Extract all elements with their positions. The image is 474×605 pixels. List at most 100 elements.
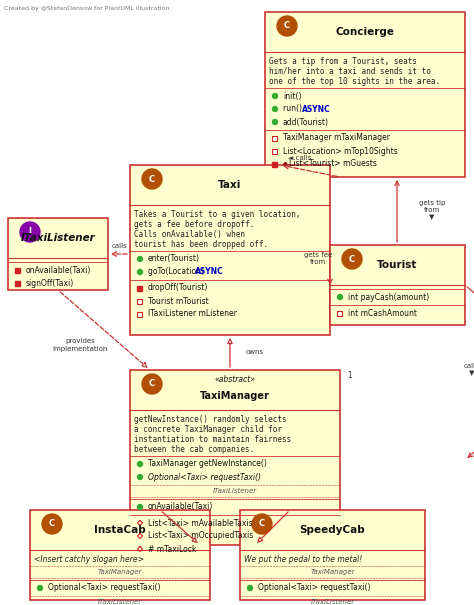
Text: ITaxiListener mListener: ITaxiListener mListener	[148, 310, 237, 318]
Text: Optional<Taxi> requestTaxi(): Optional<Taxi> requestTaxi()	[258, 583, 371, 592]
Text: int mCashAmount: int mCashAmount	[348, 309, 417, 318]
Text: gets tip
from
▼: gets tip from ▼	[419, 200, 445, 220]
Text: Takes a Tourist to a given location,: Takes a Tourist to a given location,	[134, 210, 301, 219]
Circle shape	[252, 514, 272, 534]
Text: TaxiManager: TaxiManager	[200, 391, 270, 401]
Text: calls: calls	[112, 243, 128, 249]
Circle shape	[247, 586, 253, 590]
Circle shape	[273, 94, 277, 99]
Text: getNewInstance() randomly selects: getNewInstance() randomly selects	[134, 415, 287, 424]
Circle shape	[137, 269, 143, 275]
Circle shape	[337, 295, 343, 299]
Text: List<Taxi> mAvailableTaxis: List<Taxi> mAvailableTaxis	[148, 518, 253, 528]
Circle shape	[42, 514, 62, 534]
Text: TaxiManager getNewInstance(): TaxiManager getNewInstance()	[148, 460, 267, 468]
Circle shape	[137, 257, 143, 261]
Text: I: I	[28, 227, 31, 237]
Circle shape	[137, 474, 143, 480]
Text: ITaxiListener: ITaxiListener	[98, 599, 142, 605]
Text: int payCash(amount): int payCash(amount)	[348, 292, 429, 301]
Text: gets fee
from: gets fee from	[304, 252, 332, 264]
Text: signOff(Taxi): signOff(Taxi)	[26, 278, 74, 287]
Text: SpeedyCab: SpeedyCab	[300, 525, 365, 535]
Text: ITaxiListener: ITaxiListener	[310, 599, 355, 605]
Circle shape	[137, 505, 143, 509]
FancyBboxPatch shape	[130, 165, 330, 335]
Circle shape	[20, 222, 40, 242]
Text: ◄ calls: ◄ calls	[288, 155, 312, 161]
FancyBboxPatch shape	[330, 245, 465, 325]
Circle shape	[37, 586, 43, 590]
Circle shape	[137, 462, 143, 466]
Text: C: C	[349, 255, 355, 264]
Text: «abstract»: «abstract»	[215, 376, 255, 385]
Text: between the cab companies.: between the cab companies.	[134, 445, 254, 454]
Text: run(): run()	[283, 105, 304, 114]
Text: 1: 1	[347, 370, 352, 379]
Text: ITaxiListener: ITaxiListener	[213, 488, 257, 494]
Text: one of the top 10 sights in the area.: one of the top 10 sights in the area.	[269, 77, 440, 86]
FancyBboxPatch shape	[240, 510, 425, 600]
Text: ASYNC: ASYNC	[302, 105, 330, 114]
Text: Optional<Taxi> requestTaxi(): Optional<Taxi> requestTaxi()	[48, 583, 161, 592]
Text: TaxiManager mTaxiManager: TaxiManager mTaxiManager	[283, 134, 390, 143]
Text: owns: owns	[246, 349, 264, 355]
Text: C: C	[49, 520, 55, 529]
Circle shape	[273, 120, 277, 125]
Text: Tourist mTourist: Tourist mTourist	[148, 296, 209, 306]
Text: Taxi: Taxi	[219, 180, 242, 190]
Text: goTo(Location): goTo(Location)	[148, 267, 206, 276]
FancyBboxPatch shape	[16, 267, 20, 272]
FancyBboxPatch shape	[8, 218, 108, 290]
Text: Optional<Taxi> requestTaxi(): Optional<Taxi> requestTaxi()	[148, 473, 261, 482]
Text: onAvailable(Taxi): onAvailable(Taxi)	[26, 266, 91, 275]
Circle shape	[142, 169, 162, 189]
Text: dropOff(Tourist): dropOff(Tourist)	[148, 284, 209, 292]
Text: ●: ●	[283, 162, 288, 166]
Text: ITaxiListener: ITaxiListener	[21, 233, 95, 243]
Text: C: C	[259, 520, 265, 529]
Text: a concrete TaxiManager child for: a concrete TaxiManager child for	[134, 425, 282, 434]
Text: InstaCab: InstaCab	[94, 525, 146, 535]
FancyBboxPatch shape	[130, 370, 340, 545]
Circle shape	[273, 106, 277, 111]
Circle shape	[142, 374, 162, 394]
FancyBboxPatch shape	[30, 510, 210, 600]
Text: # mTaxiLock: # mTaxiLock	[148, 544, 196, 554]
Text: C: C	[149, 174, 155, 183]
Text: init(): init()	[283, 91, 301, 100]
Text: Tourist: Tourist	[377, 260, 418, 270]
Text: List<Taxi> mOccupiedTaxis: List<Taxi> mOccupiedTaxis	[148, 532, 253, 540]
Text: instantiation to maintain fairness: instantiation to maintain fairness	[134, 435, 291, 444]
Text: Created by @StefanDensow for PlantUML illustration.: Created by @StefanDensow for PlantUML il…	[4, 6, 172, 11]
FancyBboxPatch shape	[273, 136, 277, 140]
Text: <Insert catchy slogan here>: <Insert catchy slogan here>	[34, 555, 144, 564]
FancyBboxPatch shape	[265, 12, 465, 177]
FancyBboxPatch shape	[337, 310, 343, 315]
Text: calls
▼: calls ▼	[464, 364, 474, 376]
FancyBboxPatch shape	[137, 286, 143, 290]
Circle shape	[277, 16, 297, 36]
Text: Gets a tip from a Tourist, seats: Gets a tip from a Tourist, seats	[269, 57, 417, 66]
Text: C: C	[284, 22, 290, 30]
Text: onAvailable(Taxi): onAvailable(Taxi)	[148, 503, 213, 511]
Text: add(Tourist): add(Tourist)	[283, 117, 329, 126]
Text: enter(Tourist): enter(Tourist)	[148, 255, 200, 264]
Text: C: C	[149, 379, 155, 388]
Text: List<Tourist> mGuests: List<Tourist> mGuests	[289, 160, 377, 169]
Text: him/her into a taxi and sends it to: him/her into a taxi and sends it to	[269, 67, 431, 76]
Text: Concierge: Concierge	[336, 27, 394, 37]
FancyBboxPatch shape	[273, 148, 277, 154]
Circle shape	[342, 249, 362, 269]
Text: We put the pedal to the metal!: We put the pedal to the metal!	[244, 555, 362, 564]
FancyBboxPatch shape	[137, 298, 143, 304]
Text: List<Location> mTop10Sights: List<Location> mTop10Sights	[283, 146, 398, 155]
Text: gets a fee before dropoff.: gets a fee before dropoff.	[134, 220, 254, 229]
Text: ASYNC: ASYNC	[195, 267, 224, 276]
FancyBboxPatch shape	[137, 312, 143, 316]
FancyBboxPatch shape	[273, 162, 277, 166]
Text: TaxiManager: TaxiManager	[98, 569, 142, 575]
Text: provides
implementation: provides implementation	[52, 339, 108, 352]
Text: tourist has been dropped off.: tourist has been dropped off.	[134, 240, 268, 249]
Text: Calls onAvailable() when: Calls onAvailable() when	[134, 230, 245, 239]
